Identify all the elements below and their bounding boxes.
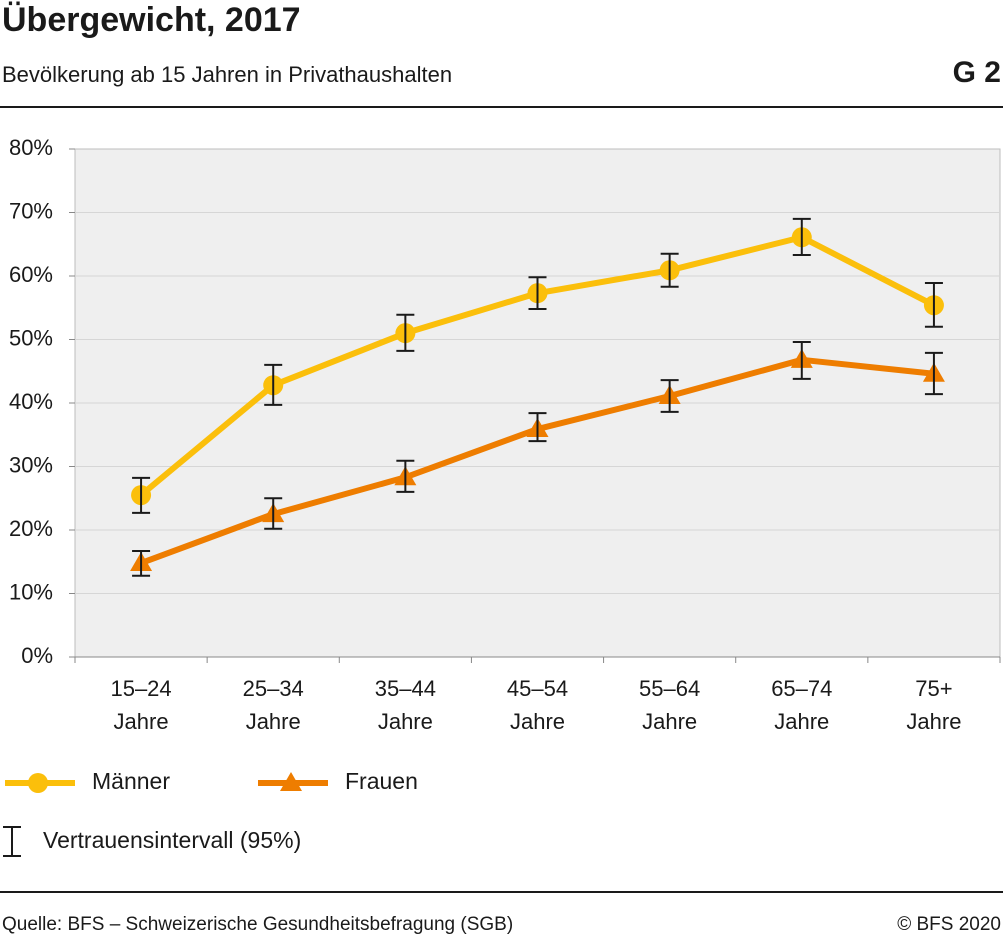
x-tick-label: 25–34 xyxy=(243,676,304,701)
error-bar xyxy=(792,217,811,257)
ci-legend-icon xyxy=(3,826,21,857)
y-tick-label: 70% xyxy=(9,198,53,223)
error-bar xyxy=(660,379,679,413)
chart-title: Übergewicht, 2017 xyxy=(2,1,301,39)
x-tick-label: 65–74 xyxy=(771,676,832,701)
x-tick-label: 45–54 xyxy=(507,676,568,701)
x-tick-label: Jahre xyxy=(114,709,169,734)
x-tick-label: Jahre xyxy=(774,709,829,734)
error-bar xyxy=(528,276,547,311)
marker xyxy=(280,772,302,791)
x-tick-label: 35–44 xyxy=(375,676,436,701)
y-tick-label: 0% xyxy=(21,643,53,668)
x-tick-label: 15–24 xyxy=(110,676,171,701)
x-tick-label: Jahre xyxy=(378,709,433,734)
x-tick-label: Jahre xyxy=(906,709,961,734)
y-tick-label: 40% xyxy=(9,389,53,414)
x-tick-label: Jahre xyxy=(246,709,301,734)
legend-label: Männer xyxy=(92,768,170,794)
copyright: © BFS 2020 xyxy=(897,914,1001,935)
figure-label: G 2 xyxy=(953,56,1001,89)
source: Quelle: BFS – Schweizerische Gesundheits… xyxy=(2,914,513,935)
error-bar xyxy=(132,549,151,577)
error-bar xyxy=(396,459,415,493)
x-tick-label: Jahre xyxy=(510,709,565,734)
y-tick-label: 20% xyxy=(9,516,53,541)
error-bar xyxy=(924,351,943,396)
marker xyxy=(28,773,48,793)
legend-label: Frauen xyxy=(345,768,418,794)
y-tick-label: 10% xyxy=(9,579,53,604)
error-bar xyxy=(792,341,811,380)
y-tick-label: 80% xyxy=(9,135,53,160)
x-tick-label: 55–64 xyxy=(639,676,700,701)
chart-subtitle: Bevölkerung ab 15 Jahren in Privathausha… xyxy=(2,62,452,87)
error-bar xyxy=(132,476,151,514)
error-bar xyxy=(924,281,943,328)
y-tick-label: 60% xyxy=(9,262,53,287)
error-bar xyxy=(660,252,679,288)
error-bar xyxy=(264,363,283,406)
y-tick-label: 50% xyxy=(9,325,53,350)
ci-legend-label: Vertrauensintervall (95%) xyxy=(43,827,301,853)
y-tick-label: 30% xyxy=(9,452,53,477)
x-tick-label: Jahre xyxy=(642,709,697,734)
error-bar xyxy=(528,412,547,443)
error-bar xyxy=(264,497,283,530)
error-bar xyxy=(396,313,415,352)
x-tick-label: 75+ xyxy=(915,676,952,701)
